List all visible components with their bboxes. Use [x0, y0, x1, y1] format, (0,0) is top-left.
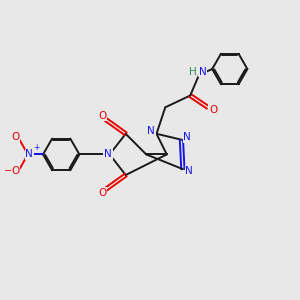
Text: N: N	[183, 132, 191, 142]
Text: N: N	[199, 67, 206, 77]
Text: N: N	[26, 149, 33, 159]
Text: N: N	[147, 126, 155, 136]
Text: +: +	[33, 143, 39, 152]
Text: N: N	[185, 166, 193, 176]
Text: −: −	[4, 167, 12, 176]
Text: O: O	[98, 110, 106, 121]
Text: O: O	[209, 105, 217, 115]
Text: O: O	[11, 132, 20, 142]
Text: H: H	[189, 67, 196, 77]
Text: N: N	[104, 149, 112, 159]
Text: O: O	[98, 188, 106, 198]
Text: O: O	[11, 167, 20, 176]
